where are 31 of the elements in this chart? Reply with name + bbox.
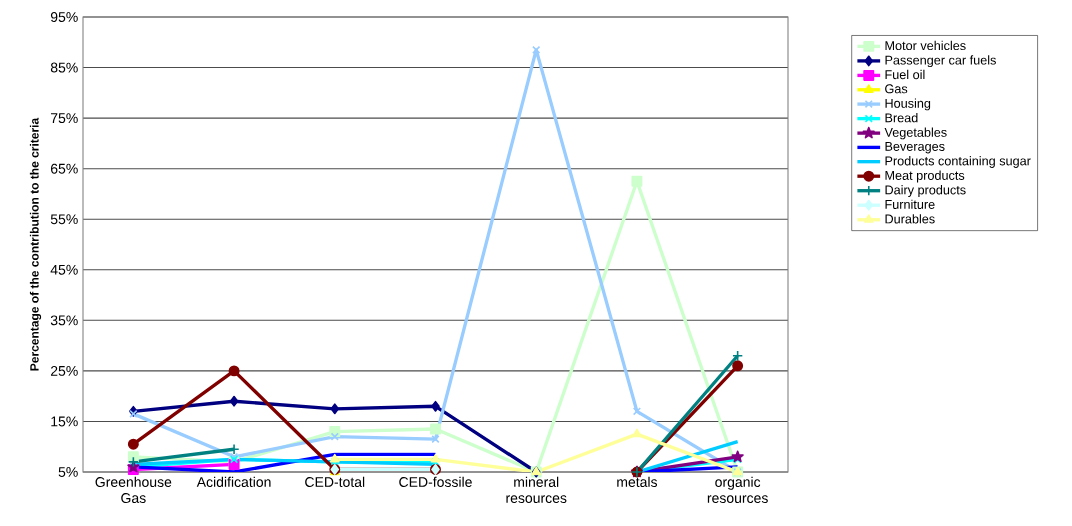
y-tick-label: 45% [50, 264, 78, 275]
legend-label: Dairy products [885, 185, 966, 197]
y-tick-label: 35% [50, 315, 78, 326]
legend-label: Durables [885, 214, 935, 224]
x-tick-label: metals [617, 476, 658, 487]
legend-label: Passenger car fuels [885, 55, 996, 68]
y-axis-title: Percentage of the contribution to the criteria [29, 117, 42, 371]
y-tick-label: 95% [50, 12, 78, 22]
x-tick-label: CED-fossile [399, 476, 472, 487]
x-tick-label: Acidification [196, 476, 271, 487]
y-tick-label: 85% [50, 62, 78, 73]
legend-label: Gas [885, 84, 908, 94]
legend-label: Motor vehicles [885, 40, 966, 51]
y-tick-label: 15% [51, 416, 78, 427]
legend-label: Products containing sugar [885, 156, 1031, 168]
legend-label: Vegetables [884, 127, 947, 140]
legend-label: Fuel oil [885, 69, 925, 80]
legend-label: Bread [885, 113, 918, 123]
y-tick-label: 5% [58, 467, 78, 477]
y-tick-label: 25% [50, 365, 78, 376]
y-tick-label: 65% [50, 163, 78, 174]
x-tick-label: CED-total [305, 476, 365, 487]
x-tick-label: mineral resources [506, 476, 567, 503]
legend-label: Meat products [885, 170, 965, 183]
legend-label: Housing [885, 98, 931, 111]
y-tick-label: 75% [50, 113, 78, 124]
x-tick-label: Greenhouse Gas [95, 476, 172, 503]
x-tick-label: organic resources [707, 476, 768, 503]
legend-label: Beverages [885, 142, 945, 154]
y-tick-label: 55% [50, 214, 78, 225]
legend-label: Furniture [885, 199, 935, 209]
